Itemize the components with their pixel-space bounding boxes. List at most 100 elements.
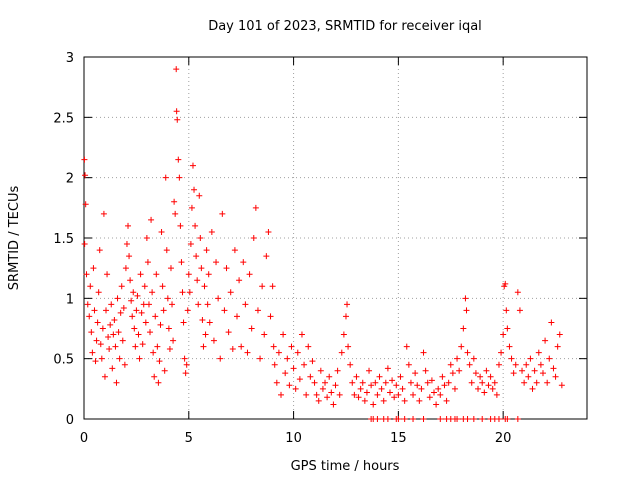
data-point xyxy=(177,222,184,229)
data-point xyxy=(154,343,161,350)
data-point xyxy=(134,292,141,299)
data-point xyxy=(537,361,544,368)
data-point xyxy=(145,301,152,308)
data-point xyxy=(504,325,511,332)
data-point xyxy=(481,389,488,396)
data-point xyxy=(167,265,174,272)
data-point xyxy=(83,271,90,278)
data-point xyxy=(141,283,148,290)
data-point xyxy=(521,379,528,386)
data-point xyxy=(359,379,366,386)
data-point xyxy=(399,385,406,392)
data-point xyxy=(477,373,484,380)
data-point xyxy=(185,271,192,278)
data-point xyxy=(301,361,308,368)
data-point xyxy=(483,367,490,374)
data-point xyxy=(468,379,475,386)
data-point xyxy=(437,416,444,422)
data-point xyxy=(196,192,203,199)
data-point xyxy=(462,295,469,302)
data-point xyxy=(201,283,208,290)
data-point xyxy=(171,198,178,205)
data-point xyxy=(101,373,108,380)
data-point xyxy=(552,373,559,380)
x-tick-label: 0 xyxy=(80,431,88,446)
plot-frame xyxy=(83,56,588,420)
data-point xyxy=(191,186,198,193)
data-point xyxy=(416,397,423,404)
data-point xyxy=(166,346,173,353)
data-point xyxy=(510,370,517,377)
data-point xyxy=(420,349,427,356)
data-point xyxy=(225,329,232,336)
data-point xyxy=(181,355,188,362)
data-point xyxy=(131,325,138,332)
data-point xyxy=(489,385,496,392)
data-point xyxy=(512,361,519,368)
data-point xyxy=(200,343,207,350)
data-point xyxy=(159,283,166,290)
data-point xyxy=(109,365,116,372)
data-point xyxy=(328,389,335,396)
y-tick-label: 2 xyxy=(66,172,74,187)
data-point xyxy=(500,331,507,338)
data-point xyxy=(94,319,101,326)
data-point xyxy=(531,367,538,374)
data-point xyxy=(342,313,349,320)
data-point xyxy=(217,355,224,362)
data-point xyxy=(326,373,333,380)
data-point xyxy=(447,361,454,368)
data-point xyxy=(188,204,195,211)
data-point xyxy=(165,325,172,332)
x-axis-label: GPS time / hours xyxy=(291,459,400,474)
data-point xyxy=(205,271,212,278)
data-point xyxy=(487,373,494,380)
data-point xyxy=(202,331,209,338)
data-point xyxy=(495,361,502,368)
data-point xyxy=(233,313,240,320)
x-tick-label: 15 xyxy=(390,431,407,446)
data-point xyxy=(149,289,156,296)
data-point xyxy=(479,416,486,422)
y-tick-label: 0 xyxy=(66,413,74,428)
data-point xyxy=(99,325,106,332)
data-point xyxy=(223,265,230,272)
data-point xyxy=(229,346,236,353)
data-point xyxy=(458,343,465,350)
data-point xyxy=(123,241,130,248)
data-point xyxy=(198,265,205,272)
data-point xyxy=(286,382,293,389)
data-point xyxy=(463,307,470,314)
data-point xyxy=(527,355,534,362)
data-point xyxy=(143,235,150,241)
data-point xyxy=(401,397,408,404)
data-point xyxy=(395,391,402,398)
data-point xyxy=(441,382,448,389)
data-point xyxy=(180,319,187,326)
data-point xyxy=(502,280,509,287)
data-point xyxy=(451,385,458,392)
data-point xyxy=(164,295,171,302)
y-tick-label: 0.5 xyxy=(53,353,74,368)
axes: 0 0.5 1 1.5 2 2.5 3 0 5 10 15 20 xyxy=(53,51,587,446)
y-axis-label: SRMTID / TECUs xyxy=(7,186,22,291)
data-point xyxy=(90,265,97,272)
data-point xyxy=(345,343,352,350)
data-point xyxy=(246,271,253,278)
data-point xyxy=(106,346,113,353)
data-point xyxy=(84,301,91,308)
data-point xyxy=(184,307,191,314)
data-point xyxy=(529,385,536,392)
data-point xyxy=(405,361,412,368)
data-point xyxy=(194,277,201,284)
data-point xyxy=(439,373,446,380)
data-point xyxy=(231,247,238,254)
data-point xyxy=(443,397,450,404)
data-point xyxy=(128,297,135,304)
data-point xyxy=(121,361,128,368)
data-point xyxy=(556,331,563,338)
data-point xyxy=(158,228,165,235)
data-point xyxy=(330,401,337,408)
data-point xyxy=(111,317,118,324)
data-point xyxy=(244,349,251,356)
